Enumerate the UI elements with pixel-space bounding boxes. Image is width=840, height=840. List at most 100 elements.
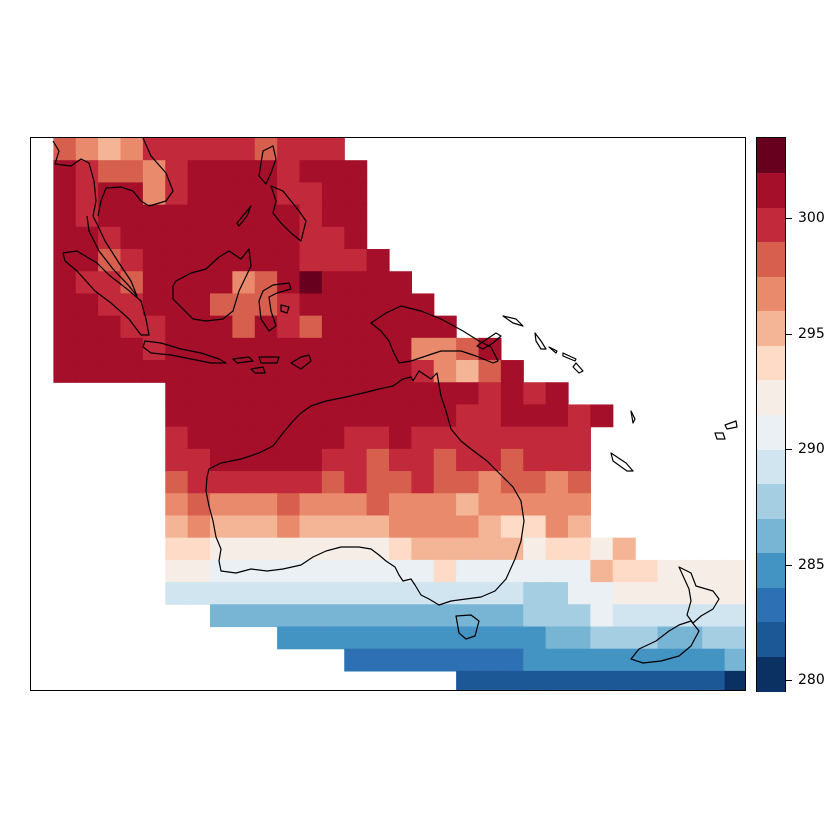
grid-cell bbox=[187, 582, 211, 605]
grid-cell bbox=[724, 626, 745, 650]
grid-cell bbox=[366, 360, 390, 383]
grid-cell bbox=[500, 382, 524, 406]
grid-cell bbox=[389, 293, 412, 317]
grid-cell bbox=[299, 160, 323, 183]
grid-cell bbox=[702, 670, 726, 690]
grid-cell bbox=[187, 293, 211, 317]
grid-cell bbox=[366, 337, 390, 361]
grid-cell bbox=[724, 648, 745, 672]
grid-cell bbox=[702, 626, 726, 650]
grid-cell bbox=[232, 337, 256, 361]
grid-cell bbox=[187, 426, 211, 450]
grid-cell bbox=[366, 582, 390, 605]
grid-cell bbox=[478, 515, 502, 539]
colorbar-tick bbox=[786, 564, 792, 566]
grid-cell bbox=[545, 426, 569, 450]
grid-cell bbox=[277, 226, 301, 250]
grid-cell bbox=[456, 426, 480, 450]
grid-cell bbox=[277, 204, 301, 228]
grid-cell bbox=[187, 404, 211, 428]
grid-cell bbox=[344, 271, 368, 295]
grid-cell bbox=[366, 404, 390, 428]
grid-cell bbox=[98, 226, 122, 250]
grid-cell bbox=[232, 138, 256, 161]
grid-cell bbox=[165, 360, 189, 383]
grid-cell bbox=[478, 537, 502, 561]
grid-cell bbox=[590, 670, 614, 690]
grid-cell bbox=[321, 582, 345, 605]
grid-cell bbox=[254, 337, 278, 361]
grid-cell bbox=[679, 648, 703, 672]
grid-cell bbox=[411, 493, 435, 517]
grid-cell bbox=[545, 604, 569, 628]
grid-cell bbox=[389, 648, 412, 672]
grid-cell bbox=[411, 648, 435, 672]
grid-cell bbox=[635, 670, 659, 690]
grid-cell bbox=[142, 293, 166, 317]
grid-cell bbox=[254, 226, 278, 250]
grid-cell bbox=[277, 448, 301, 472]
grid-cell bbox=[478, 559, 502, 583]
grid-cell bbox=[478, 626, 502, 650]
grid-cell bbox=[254, 204, 278, 228]
colorbar-bin bbox=[757, 449, 785, 485]
grid-cell bbox=[411, 315, 435, 339]
grid-cell bbox=[232, 271, 256, 295]
grid-cell bbox=[142, 204, 166, 228]
grid-cell bbox=[433, 360, 457, 383]
grid-cell bbox=[299, 337, 323, 361]
grid-cell bbox=[590, 626, 614, 650]
grid-cell bbox=[702, 648, 726, 672]
grid-cell bbox=[433, 559, 457, 583]
grid-cell bbox=[98, 337, 122, 361]
grid-cell bbox=[210, 337, 233, 361]
grid-cell bbox=[165, 426, 189, 450]
grid-cell bbox=[299, 226, 323, 250]
grid-cell bbox=[366, 537, 390, 561]
grid-cell bbox=[568, 626, 591, 650]
grid-cell bbox=[187, 249, 211, 272]
grid-cell bbox=[142, 249, 166, 272]
grid-cell bbox=[277, 382, 301, 406]
grid-cell bbox=[187, 204, 211, 228]
grid-cell bbox=[500, 582, 524, 605]
grid-cell bbox=[232, 404, 256, 428]
grid-cell bbox=[277, 604, 301, 628]
grid-cell bbox=[456, 448, 480, 472]
grid-cell bbox=[545, 515, 569, 539]
grid-cell bbox=[389, 426, 412, 450]
grid-cell bbox=[254, 515, 278, 539]
grid-cell bbox=[142, 182, 166, 206]
grid-cell bbox=[98, 204, 122, 228]
grid-cell bbox=[568, 515, 591, 539]
grid-cell bbox=[568, 404, 591, 428]
grid-cell bbox=[210, 471, 233, 494]
grid-cell bbox=[277, 626, 301, 650]
grid-cell bbox=[232, 604, 256, 628]
grid-cell bbox=[568, 471, 591, 494]
grid-cell bbox=[433, 648, 457, 672]
grid-cell bbox=[612, 582, 636, 605]
grid-cell bbox=[321, 204, 345, 228]
grid-cell bbox=[389, 515, 412, 539]
grid-cell bbox=[142, 360, 166, 383]
grid-cell bbox=[254, 493, 278, 517]
colorbar-bin bbox=[757, 656, 785, 692]
grid-cell bbox=[635, 648, 659, 672]
grid-cell bbox=[299, 626, 323, 650]
grid-cell bbox=[500, 360, 524, 383]
grid-cell bbox=[120, 182, 144, 206]
grid-cell bbox=[500, 670, 524, 690]
grid-cell bbox=[344, 360, 368, 383]
grid-cell bbox=[545, 582, 569, 605]
grid-cell bbox=[500, 471, 524, 494]
grid-cell bbox=[299, 182, 323, 206]
colorbar-bin bbox=[757, 207, 785, 243]
grid-cell bbox=[75, 138, 99, 161]
grid-cell bbox=[635, 626, 659, 650]
grid-cell bbox=[433, 404, 457, 428]
grid-cell bbox=[456, 471, 480, 494]
grid-cell bbox=[142, 271, 166, 295]
grid-cell bbox=[389, 604, 412, 628]
grid-cell bbox=[545, 559, 569, 583]
